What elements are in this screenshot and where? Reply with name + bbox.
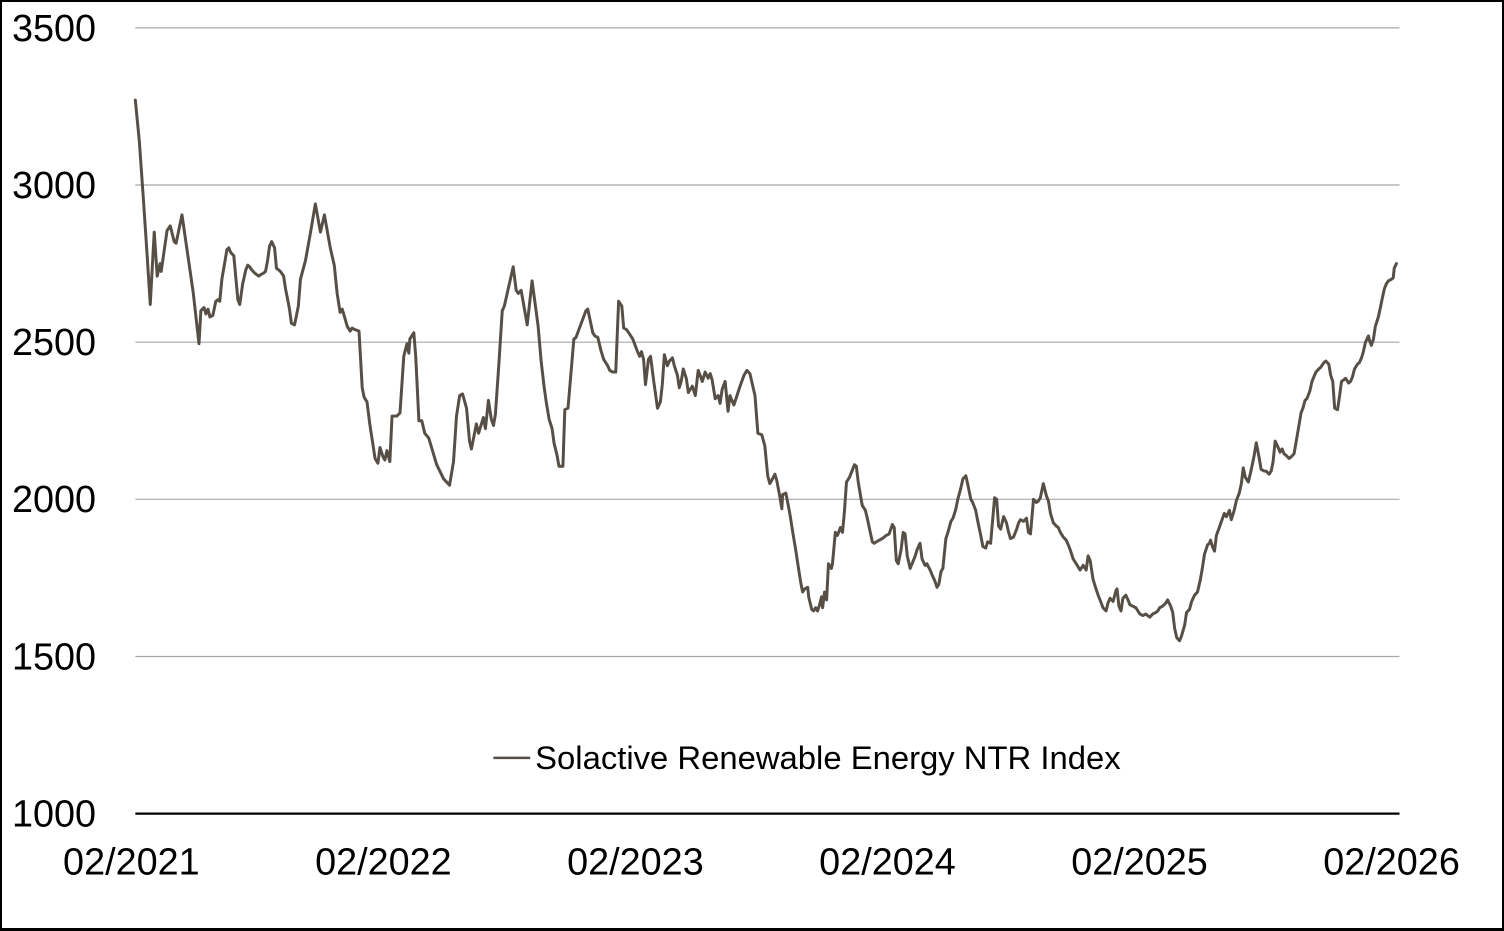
y-tick-label: 3000: [12, 165, 96, 207]
x-tick-label: 02/2024: [819, 841, 956, 883]
y-tick-label: 3500: [12, 8, 96, 50]
x-tick-label: 02/2022: [315, 841, 452, 883]
y-tick-label: 1000: [12, 794, 96, 836]
x-tick-label: 02/2021: [63, 841, 200, 883]
y-tick-label: 2000: [12, 479, 96, 521]
y-tick-label: 1500: [12, 636, 96, 678]
x-tick-label: 02/2025: [1071, 841, 1208, 883]
y-tick-label: 2500: [12, 322, 96, 364]
series-line: [133, 98, 1398, 643]
x-tick-label: 02/2023: [567, 841, 704, 883]
x-tick-label: 02/2026: [1323, 841, 1460, 883]
legend-label: Solactive Renewable Energy NTR Index: [535, 739, 1121, 776]
